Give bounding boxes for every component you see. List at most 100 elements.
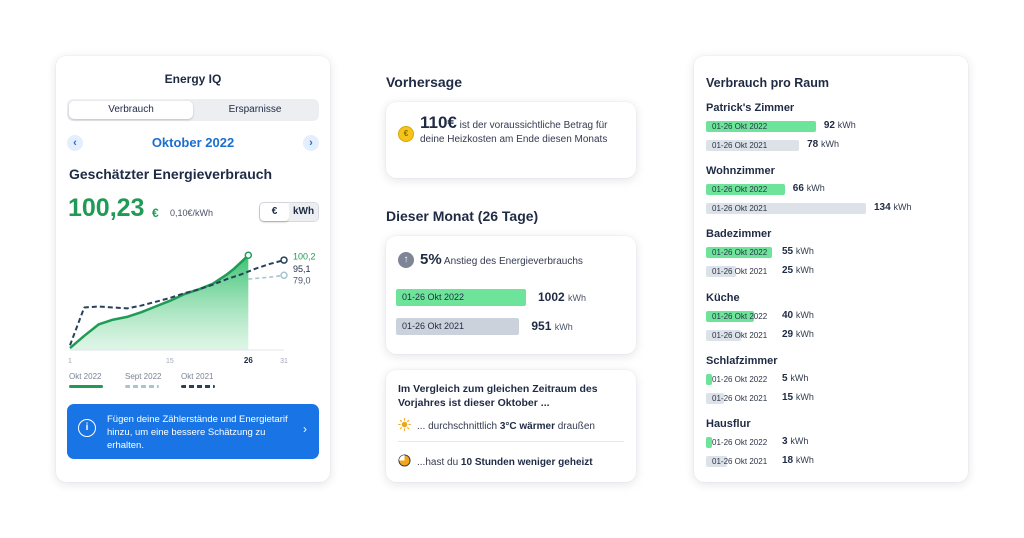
room-label-current: 01-26 Okt 2022 — [712, 248, 768, 258]
room-value-current: 3 kWh — [782, 436, 808, 447]
value-unit: kWh — [821, 139, 840, 149]
comparison-text: ... durchschnittlich — [417, 421, 498, 432]
value-number: 5 — [782, 372, 788, 384]
estimate-value: 100,23 — [68, 194, 145, 222]
room-value-current: 5 kWh — [782, 373, 808, 384]
room-bar-previous — [706, 392, 724, 404]
end-marker-okt-2021 — [280, 256, 288, 264]
room-bar-previous — [706, 456, 728, 467]
value-unit: kWh — [837, 120, 856, 130]
app-title: Energy IQ — [164, 72, 222, 86]
tab-ersparnisse[interactable]: Ersparnisse — [228, 104, 282, 115]
unit-kwh-button[interactable]: kWh — [289, 203, 318, 221]
view-segmented-control: Verbrauch Ersparnisse — [67, 99, 319, 121]
value-number: 66 — [792, 183, 804, 195]
value-number: 3 — [782, 436, 788, 447]
chevron-left-icon[interactable]: ‹ — [67, 135, 83, 151]
room-value-previous: 18 kWh — [782, 455, 814, 466]
x-tick-label: 15 — [166, 358, 174, 365]
room-value-current: 55 kWh — [782, 246, 814, 257]
x-tick-label: 31 — [280, 358, 288, 365]
room-label-previous: 01-26 Okt 2021 — [712, 393, 768, 403]
room-label-current: 01-26 Okt 2022 — [712, 311, 768, 321]
value-unit: kWh — [795, 328, 814, 339]
room-label-previous: 01-26 Okt 2021 — [712, 141, 768, 150]
value-unit: kWh — [795, 391, 814, 402]
energy-rate: 0,10€/kWh — [170, 208, 214, 218]
value-unit: kWh — [893, 202, 912, 213]
room-name: Hausflur — [706, 418, 751, 430]
forecast-description: ist der voraussichtliche Betrag für dein… — [420, 120, 608, 145]
consumption-chart: 100,2 95,179,0 1 15 26 31 — [68, 251, 315, 365]
end-label: 95,1 — [293, 264, 311, 274]
room-label-previous: 01-26 Okt 2021 — [712, 204, 768, 214]
value-number: 134 — [874, 202, 891, 214]
arrow-up-icon: ↑ — [398, 252, 414, 268]
divider — [398, 441, 624, 442]
value-unit: kWh — [795, 309, 814, 320]
month-stats-card: ↑ 5% Anstieg des Energieverbrauchs 01-26… — [386, 236, 636, 354]
series-sept-2022-line — [248, 274, 285, 280]
room-name: Badezimmer — [706, 228, 772, 241]
comparison-heating-hours: ...hast du 10 Stunden weniger geheizt — [398, 454, 593, 468]
room-bar-previous — [706, 329, 741, 341]
room-consumption-card: Verbrauch pro Raum Patrick's Zimmer 01-26… — [694, 56, 968, 482]
end-marker-sept-2022 — [280, 271, 288, 280]
room-name: Patrick's Zimmer — [706, 102, 795, 114]
comparison-highlight: 3°C wärmer — [499, 421, 555, 432]
room-bar-current — [706, 247, 772, 259]
month-bar-2022: 01-26 Okt 2022 — [396, 289, 526, 306]
chevron-right-icon[interactable]: › — [303, 135, 319, 151]
room-label-current: 01-26 Okt 2022 — [712, 438, 768, 447]
room-bar-current — [706, 437, 712, 448]
month-navigator: ‹ Oktober 2022 › — [67, 135, 319, 153]
series-okt-2021-line — [69, 259, 285, 346]
value-unit: kWh — [790, 372, 809, 383]
room-name: Schlafzimmer — [706, 354, 778, 367]
banner-text: Fügen deine Zählerstände und Energietari… — [107, 414, 288, 451]
room-bar-current — [706, 121, 816, 132]
value-unit: kWh — [554, 322, 573, 332]
info-icon: i — [78, 419, 96, 437]
room-bar-previous — [706, 140, 800, 151]
tab-verbrauch[interactable]: Verbrauch — [69, 101, 193, 119]
month-value-2021: 951 kWh — [531, 319, 572, 333]
estimate-currency: € — [152, 206, 159, 220]
room-bar-previous — [706, 203, 866, 215]
value-number: 18 — [782, 455, 794, 466]
room-value-previous: 78 kWh — [807, 139, 839, 150]
legend-item-sept-2022: Sept 2022 — [125, 372, 161, 388]
legend-swatch — [181, 385, 215, 388]
room-name: Küche — [706, 291, 740, 304]
room-name: Wohnzimmer — [706, 165, 775, 178]
room-label-previous: 01-26 Okt 2021 — [712, 457, 768, 466]
legend-item-okt-2022: Okt 2022 — [69, 372, 103, 388]
value-number: 25 — [782, 265, 794, 277]
unit-euro-button[interactable]: € — [260, 203, 289, 221]
month-bar-2021: 01-26 Okt 2021 — [396, 318, 520, 335]
legend-item-okt-2021: Okt 2021 — [181, 372, 215, 388]
room-bar-previous — [706, 266, 736, 278]
value-number: 78 — [807, 139, 819, 150]
value-number: 951 — [531, 319, 552, 333]
increase-label: Anstieg des Energieverbrauchs — [443, 256, 583, 267]
room-label-current: 01-26 Okt 2022 — [712, 122, 768, 131]
x-tick-label: 1 — [68, 358, 72, 365]
estimate-heading: Geschätzter Energieverbrauch — [69, 166, 273, 182]
add-meter-reading-banner[interactable]: i Fügen deine Zählerstände und Energieta… — [67, 404, 319, 459]
series-okt-2022-line — [69, 254, 250, 350]
chevron-right-icon: › — [303, 422, 307, 436]
month-label: Oktober 2022 — [151, 135, 235, 150]
chart-legend: Okt 2022 Sept 2022 Okt 2021 — [69, 372, 319, 392]
value-unit: kWh — [806, 183, 825, 194]
value-unit: kWh — [795, 265, 814, 276]
room-value-previous: 15 kWh — [782, 392, 814, 403]
comparison-text: draußen — [557, 421, 595, 432]
value-unit: kWh — [790, 436, 809, 446]
value-number: 15 — [782, 391, 794, 403]
comparison-text: ...hast du — [417, 457, 459, 468]
comparison-temperature: ... durchschnittlich 3°C wärmer draußen — [398, 418, 595, 432]
room-item: Schlafzimmer 01-26 Okt 2022 5 kWh 01-26 Okt… — [706, 355, 956, 411]
room-item: Wohnzimmer 01-26 Okt 2022 66 kWh 01-26 Okt … — [706, 165, 956, 221]
value-number: 1002 — [538, 290, 565, 304]
